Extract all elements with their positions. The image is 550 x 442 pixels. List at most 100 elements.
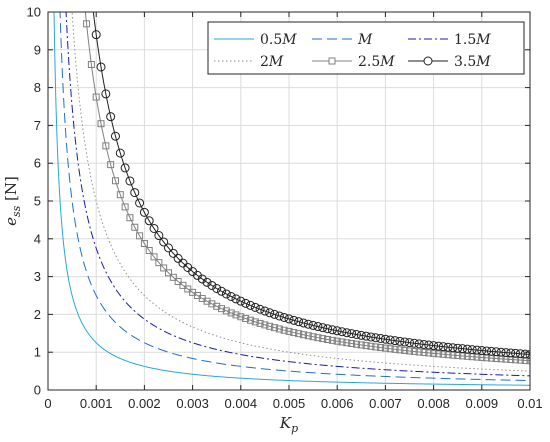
series-marker: [338, 338, 346, 346]
series-marker: [425, 349, 433, 357]
series-marker: [173, 253, 183, 263]
series-marker: [232, 311, 240, 319]
series-marker: [266, 322, 274, 330]
legend-marker: [423, 56, 433, 66]
series-marker: [347, 329, 357, 339]
series-marker: [439, 350, 447, 358]
series-marker: [337, 327, 347, 337]
series-marker: [274, 311, 284, 321]
series-marker: [174, 278, 182, 285]
series-marker: [420, 348, 428, 356]
series-marker: [110, 131, 120, 141]
series-marker: [222, 307, 230, 315]
series-marker: [327, 325, 337, 335]
series-marker: [352, 340, 360, 348]
series-marker: [245, 300, 255, 310]
series-marker: [212, 283, 222, 293]
series-2M: [71, 12, 530, 372]
plot-frame: [47, 11, 531, 391]
x-tick-label: 0.003: [176, 396, 209, 411]
x-tick-label: 0.01: [517, 396, 542, 411]
series-marker: [135, 198, 145, 208]
series-marker: [438, 342, 448, 352]
series-marker: [213, 302, 221, 310]
series-marker: [304, 332, 312, 340]
series-marker: [246, 316, 254, 324]
series-line: [59, 12, 530, 382]
legend-item-1-5M: 1.5M: [408, 32, 491, 48]
y-tick-label: 9: [34, 42, 41, 57]
series-marker: [107, 161, 115, 169]
series-marker: [348, 340, 356, 347]
series-marker: [236, 296, 246, 306]
series-marker: [241, 298, 251, 308]
series-marker: [376, 334, 386, 344]
series-marker: [419, 339, 429, 349]
series-marker: [102, 142, 110, 150]
series-marker: [150, 253, 158, 261]
series-1-5M: [65, 12, 530, 377]
series-marker: [260, 306, 270, 316]
series-marker: [87, 61, 95, 68]
series-marker: [372, 343, 380, 351]
x-tick-label: 0.001: [80, 396, 113, 411]
series-marker: [409, 338, 419, 348]
series-marker: [496, 347, 506, 357]
series-marker: [333, 337, 341, 345]
legend-marker: [328, 57, 336, 65]
legend-label: 2M: [260, 54, 284, 70]
series-marker: [298, 318, 308, 328]
series-marker: [390, 336, 400, 346]
x-tick-label: 0.002: [128, 396, 161, 411]
series-marker: [467, 345, 477, 355]
series-marker: [323, 324, 333, 334]
series-marker: [154, 231, 164, 241]
series-marker: [444, 351, 452, 359]
series-marker: [405, 338, 414, 348]
series-marker: [261, 321, 269, 329]
series-marker: [381, 344, 389, 352]
series-marker: [477, 346, 487, 356]
series-marker: [401, 346, 409, 354]
series-marker: [207, 280, 217, 290]
y-tick-label: 10: [27, 5, 41, 20]
series-marker: [472, 345, 482, 355]
series-marker: [429, 341, 439, 351]
series-marker: [149, 223, 159, 233]
series-marker: [237, 313, 245, 321]
series-marker: [125, 176, 135, 186]
series-marker: [284, 314, 294, 324]
series-0-5M: [53, 12, 530, 386]
series-marker: [271, 324, 279, 332]
series-marker: [448, 343, 458, 353]
series-marker: [145, 247, 153, 254]
series-marker: [97, 120, 105, 128]
legend-item-2-5M: 2.5M: [312, 54, 395, 70]
series-marker: [511, 348, 521, 358]
series-marker: [159, 237, 169, 247]
series-marker: [179, 281, 187, 289]
series-marker: [279, 312, 289, 322]
series-marker: [290, 329, 298, 337]
series-marker: [434, 350, 442, 358]
series-marker: [221, 289, 231, 299]
y-tick-label: 4: [34, 231, 41, 246]
series-marker: [155, 259, 163, 267]
series-marker: [160, 264, 168, 272]
series-marker: [525, 349, 530, 359]
y-tick-label: 5: [34, 194, 41, 209]
series-marker: [506, 348, 516, 358]
legend-label: 1.5M: [454, 32, 491, 48]
series-marker: [289, 315, 299, 325]
x-tick-label: 0.006: [321, 396, 354, 411]
series-marker: [319, 335, 327, 343]
series-marker: [251, 318, 259, 326]
series-marker: [453, 343, 463, 353]
series-marker: [92, 93, 100, 101]
y-tick-label: 8: [34, 80, 41, 95]
series-marker: [303, 319, 313, 329]
series-marker: [285, 327, 293, 335]
series-marker: [140, 240, 148, 248]
series-marker: [101, 89, 111, 99]
series-marker: [144, 216, 154, 226]
